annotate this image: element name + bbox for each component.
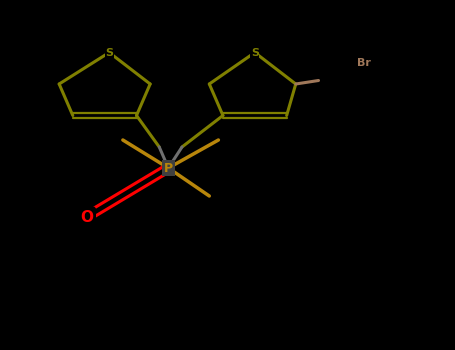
Text: Br: Br	[357, 58, 371, 68]
Text: O: O	[80, 210, 93, 224]
Text: S: S	[105, 48, 113, 57]
Text: P: P	[164, 161, 173, 175]
Text: S: S	[251, 48, 259, 57]
